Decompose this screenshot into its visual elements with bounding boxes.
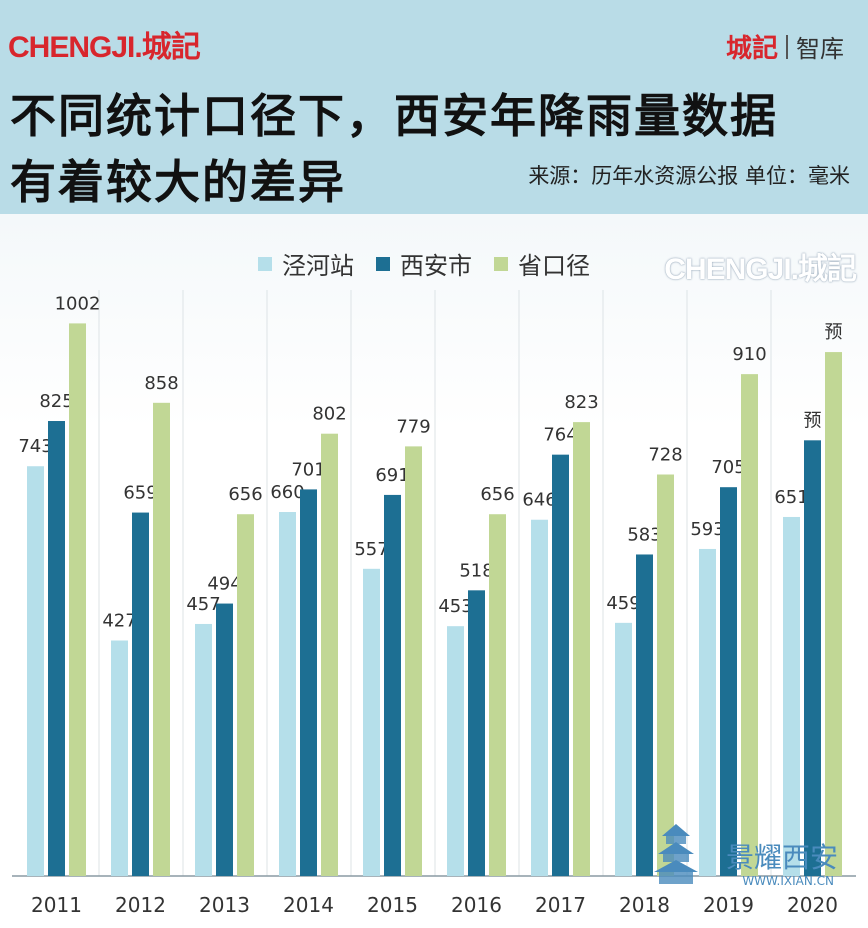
bar-2013-s2 <box>237 514 254 876</box>
x-tick-label-2014: 2014 <box>283 893 334 917</box>
bar-2018-s0 <box>615 622 632 876</box>
bar-2018-s1 <box>636 554 653 876</box>
x-tick-label-2019: 2019 <box>703 893 754 917</box>
bar-2014-s0 <box>279 512 296 876</box>
legend-label-province: 省口径 <box>518 252 590 280</box>
bar-2020-s1 <box>804 440 821 876</box>
data-label-2017-s1: 764 <box>543 425 577 446</box>
brand-red-text: 城記 <box>725 34 778 64</box>
bar-2016-s1 <box>468 590 485 876</box>
bar-2012-s1 <box>132 512 149 876</box>
site-watermark-name: 景耀西安 <box>725 841 838 874</box>
bar-2016-s2 <box>489 514 506 876</box>
x-tick-label-2012: 2012 <box>115 893 166 917</box>
data-label-2011-s1: 825 <box>39 391 73 412</box>
data-label-2019-s2: 910 <box>732 344 766 365</box>
title-line-2: 有着较大的差异 <box>10 155 346 209</box>
data-label-2018-s0: 459 <box>606 593 640 614</box>
chart-legend: 泾河站 西安市 省口径 <box>258 246 612 281</box>
bar-2015-s1 <box>384 494 401 876</box>
chengji-watermark: CHENGJI.城記 <box>664 253 857 286</box>
data-label-2013-s0: 457 <box>186 594 220 615</box>
bar-2011-s1 <box>48 421 65 876</box>
legend-swatch-xian <box>376 256 390 271</box>
legend-label-xian: 西安市 <box>400 252 472 280</box>
data-label-2015-s1: 691 <box>375 465 409 486</box>
data-label-2011-s0: 743 <box>18 436 52 457</box>
data-label-2012-s0: 427 <box>102 611 136 632</box>
data-label-2020-s0: 651 <box>774 487 808 508</box>
x-tick-label-2016: 2016 <box>451 893 502 917</box>
data-label-2014-s2: 802 <box>312 404 346 425</box>
legend-swatch-jinghe <box>258 256 272 271</box>
bar-2013-s1 <box>216 603 233 876</box>
site-watermark-url: WWW.IXIAN.CN <box>742 874 834 888</box>
data-label-2019-s1: 705 <box>711 457 745 478</box>
source-note: 来源：历年水资源公报 单位：毫米 <box>528 164 850 188</box>
bar-2011-s0 <box>27 466 44 876</box>
legend-swatch-province <box>494 256 508 271</box>
bar-2019-s0 <box>699 548 716 876</box>
bar-2015-s2 <box>405 446 422 876</box>
data-label-2016-s1: 518 <box>459 560 493 581</box>
x-tick-label-2011: 2011 <box>31 893 82 917</box>
data-label-2013-s2: 656 <box>228 484 262 505</box>
x-tick-label-2015: 2015 <box>367 893 418 917</box>
x-tick-label-2013: 2013 <box>199 893 250 917</box>
data-label-2014-s0: 660 <box>270 482 304 503</box>
bar-2019-s2 <box>741 374 758 876</box>
bar-2017-s0 <box>531 519 548 876</box>
bar-2020-s0 <box>783 516 800 876</box>
title-line-1: 不同统计口径下，西安年降雨量数据 <box>10 89 778 143</box>
data-label-2012-s1: 659 <box>123 483 157 504</box>
data-label-2012-s2: 858 <box>144 373 178 394</box>
data-label-2018-s1: 583 <box>627 524 661 545</box>
legend-item-xian: 西安市 <box>376 246 472 281</box>
data-label-2017-s2: 823 <box>564 392 598 413</box>
header-banner: CHENGJI.城記 城記 智库 不同统计口径下，西安年降雨量数据 有着较大的差… <box>0 0 868 214</box>
data-label-2016-s0: 453 <box>438 596 472 617</box>
bar-2020-s2 <box>825 352 842 876</box>
data-label-2019-s0: 593 <box>690 519 724 540</box>
x-tick-label-2020: 2020 <box>787 893 838 917</box>
bar-2017-s1 <box>552 454 569 876</box>
bar-2011-s2 <box>69 323 86 877</box>
bar-2014-s2 <box>321 433 338 876</box>
bar-2013-s0 <box>195 623 212 876</box>
bar-2012-s2 <box>153 402 170 876</box>
bar-2017-s2 <box>573 422 590 876</box>
data-label-2011-s2: 1002 <box>55 293 101 314</box>
data-label-2017-s0: 646 <box>522 490 556 511</box>
x-tick-label-2018: 2018 <box>619 893 670 917</box>
data-label-2014-s1: 701 <box>291 459 325 480</box>
brand-sub-text: 智库 <box>796 35 844 63</box>
bar-2016-s0 <box>447 626 464 876</box>
brand-think-tank: 城記 智库 <box>726 28 844 65</box>
pagoda-icon <box>654 824 698 884</box>
chengji-logo: CHENGJI.城記 <box>8 31 201 64</box>
bar-2014-s1 <box>300 489 317 876</box>
bar-2019-s1 <box>720 487 737 876</box>
data-label-2013-s1: 494 <box>207 574 241 595</box>
legend-item-jinghe: 泾河站 <box>258 246 354 281</box>
data-label-2015-s0: 557 <box>354 539 388 560</box>
data-label-2018-s2: 728 <box>648 445 682 466</box>
bar-2018-s2 <box>657 474 674 876</box>
data-label-2020-s1: 预 <box>804 410 822 431</box>
x-tick-label-2017: 2017 <box>535 893 586 917</box>
data-label-2016-s2: 656 <box>480 484 514 505</box>
brand-divider <box>786 34 788 59</box>
legend-label-jinghe: 泾河站 <box>282 252 354 280</box>
bar-2012-s0 <box>111 640 128 876</box>
bar-2015-s0 <box>363 568 380 876</box>
data-label-2015-s2: 779 <box>396 416 430 437</box>
legend-item-province: 省口径 <box>494 246 590 281</box>
data-label-2020-s2: 预 <box>825 322 843 343</box>
